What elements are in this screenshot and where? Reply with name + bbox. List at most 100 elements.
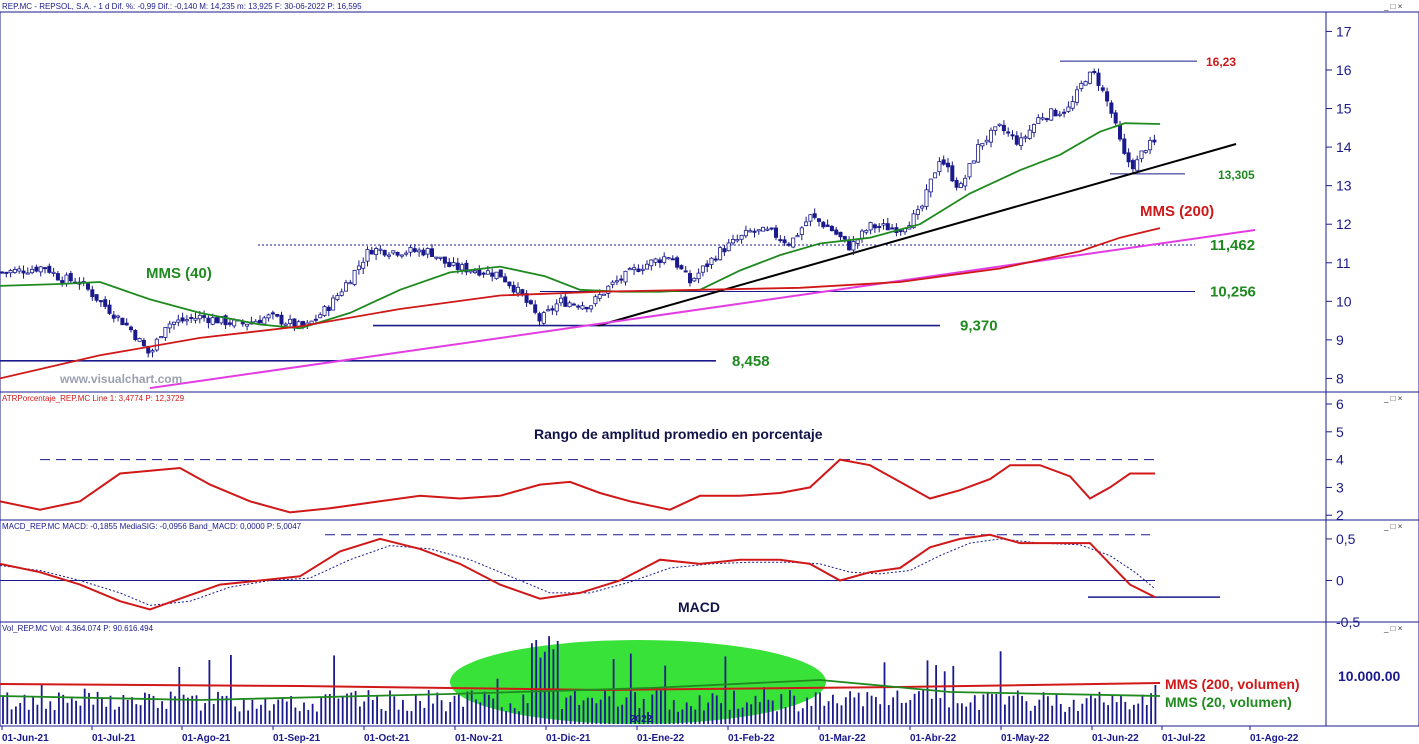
candle-body	[580, 305, 585, 310]
macd-window-controls[interactable]: _ □ ×	[1383, 522, 1403, 531]
atr-window-controls[interactable]: _ □ ×	[1383, 394, 1403, 403]
candle-body	[30, 268, 35, 274]
candle-body	[124, 322, 129, 326]
ellipse-label: 2022	[630, 714, 653, 725]
candle-body	[804, 221, 809, 226]
candle-body	[516, 286, 521, 294]
price-header: REP.MC - REPSOL, S.A. - 1 d Dif. %: -0,9…	[2, 2, 362, 11]
level-label: 8,458	[732, 353, 770, 370]
candle-body	[503, 276, 508, 283]
candles	[0, 68, 1157, 358]
candle-body	[619, 278, 624, 281]
candle-body	[731, 239, 736, 244]
candle-body	[1040, 117, 1045, 120]
candle-body	[610, 281, 615, 285]
atr-tick-label: 4	[1336, 452, 1344, 468]
x-tick-label: 01-Jun-21	[2, 733, 49, 744]
candle-body	[429, 248, 434, 257]
candle-body	[51, 271, 56, 274]
candle-body	[202, 315, 207, 318]
candle-body	[159, 336, 164, 339]
candle-body	[107, 304, 112, 314]
candle-body	[490, 272, 495, 277]
candle-body	[774, 227, 779, 238]
candle-body	[653, 258, 658, 263]
candle-body	[425, 248, 430, 255]
candle-body	[167, 323, 172, 329]
candle-body	[623, 270, 628, 283]
candle-body	[645, 263, 650, 270]
vol-ma20-label: MMS (20, volumen)	[1165, 694, 1292, 710]
candle-body	[262, 317, 267, 325]
x-tick-label: 01-Jun-22	[1092, 733, 1139, 744]
candle-body	[748, 230, 753, 233]
candle-body	[318, 314, 323, 319]
candle-body	[1010, 134, 1015, 137]
atr-tick-label: 6	[1336, 396, 1344, 412]
level-label: 9,370	[960, 318, 998, 335]
candle-body	[472, 270, 477, 274]
candle-body	[881, 223, 886, 226]
candle-body	[94, 294, 99, 301]
candle-body	[1023, 136, 1028, 139]
trendline-black	[597, 143, 1237, 327]
atr-tick-label: 3	[1336, 479, 1344, 495]
candle-body	[722, 248, 727, 253]
candle-body	[326, 306, 331, 312]
macd-title: MACD	[678, 599, 720, 615]
candle-body	[343, 282, 348, 292]
candle-body	[4, 271, 9, 274]
candle-body	[847, 239, 852, 251]
candle-body	[1049, 108, 1054, 121]
candle-body	[184, 319, 189, 322]
x-tick-label: 01-May-22	[1001, 733, 1050, 744]
candle-body	[464, 262, 469, 273]
candle-body	[1001, 124, 1006, 132]
candle-body	[382, 249, 387, 256]
candle-body	[309, 320, 314, 324]
candle-body	[597, 294, 602, 299]
candle-body	[189, 316, 194, 319]
mms200-label: MMS (200)	[1140, 203, 1214, 220]
candle-body	[64, 274, 69, 285]
x-tick-label: 01-Ago-21	[182, 733, 231, 744]
atr-axis-panel	[1325, 391, 1419, 521]
candle-body	[369, 250, 374, 255]
candle-body	[275, 313, 280, 317]
candle-body	[1083, 81, 1088, 86]
candle-body	[675, 257, 680, 268]
candle-body	[778, 239, 783, 242]
candle-body	[391, 250, 396, 254]
candle-body	[752, 230, 757, 233]
candle-body	[567, 302, 572, 308]
candle-body	[86, 283, 91, 290]
candle-body	[1019, 137, 1024, 147]
x-tick-label: 01-Abr-22	[910, 733, 957, 744]
price-tick-label: 13	[1336, 178, 1352, 194]
candle-body	[137, 338, 142, 342]
candle-body	[662, 256, 667, 263]
candle-body	[1126, 152, 1131, 163]
candle-body	[890, 227, 895, 230]
candle-body	[120, 317, 125, 326]
volume-axis-panel	[1325, 621, 1419, 727]
candle-body	[868, 222, 873, 231]
candle-body	[571, 303, 576, 306]
price-window-controls[interactable]: _ □ ×	[1383, 2, 1403, 11]
price-tick-label: 14	[1336, 139, 1352, 155]
vol-ma200-label: MMS (200, volumen)	[1165, 676, 1300, 692]
candle-body	[851, 241, 856, 251]
volume-window-controls[interactable]: _ □ ×	[1383, 624, 1403, 633]
candle-body	[365, 249, 370, 262]
candle-body	[1113, 112, 1118, 124]
candle-body	[460, 264, 465, 271]
candle-body	[494, 271, 499, 280]
price-tick-label: 17	[1336, 23, 1352, 39]
macd-tick-label: -0,5	[1336, 614, 1360, 630]
atr-title: Rango de amplitud promedio en porcentaje	[534, 426, 823, 442]
atr-tick-label: 5	[1336, 424, 1344, 440]
candle-body	[683, 270, 688, 273]
candle-body	[834, 229, 839, 235]
mms40-label: MMS (40)	[146, 265, 212, 282]
x-tick-label: 01-Ene-22	[637, 733, 685, 744]
